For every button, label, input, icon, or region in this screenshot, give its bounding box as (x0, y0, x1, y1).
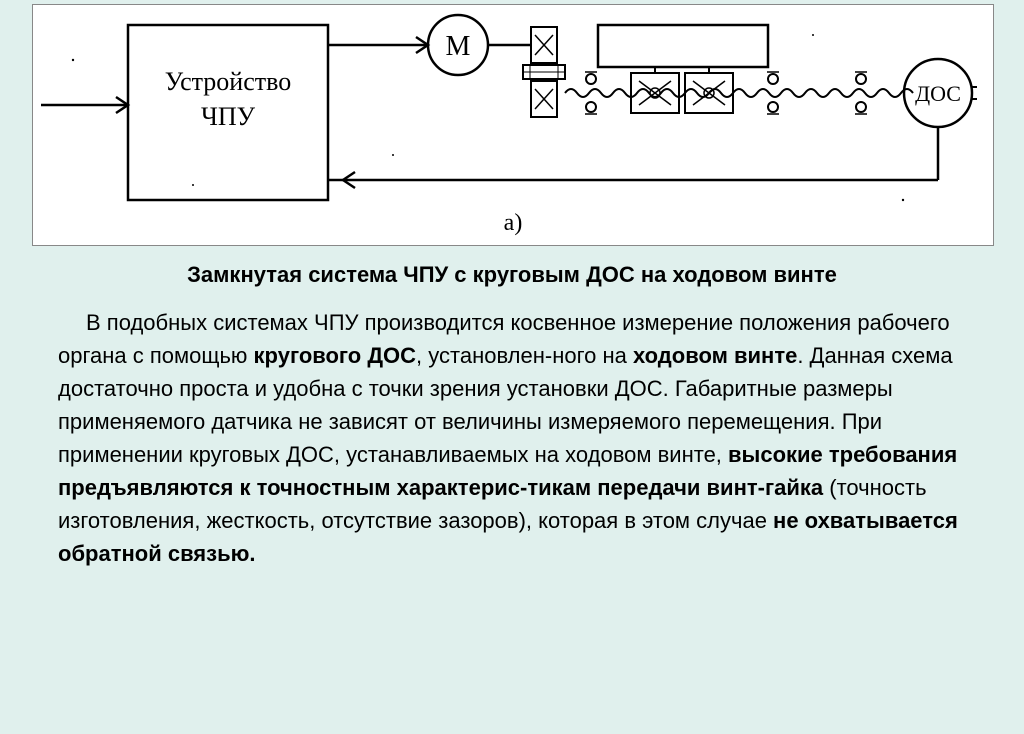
text-run: , установлен-ного на (416, 343, 633, 368)
diagram-sublabel: а) (504, 210, 523, 236)
body-paragraph: В подобных системах ЧПУ производится кос… (58, 306, 970, 570)
text-run: кругового ДОС (254, 343, 416, 368)
diagram-frame: Устройство ЧПУ М (32, 4, 994, 246)
lead-screw (565, 89, 913, 97)
cnc-block-diagram: Устройство ЧПУ М (33, 5, 993, 245)
text-run: ходовом винте (633, 343, 797, 368)
coupling-block (523, 27, 565, 117)
cnc-label-line1: Устройство (165, 67, 291, 96)
cnc-label-line2: ЧПУ (201, 102, 256, 131)
dos-label: ДОС (915, 81, 961, 106)
page-title: Замкнутая система ЧПУ с круговым ДОС на … (0, 262, 1024, 288)
table-assembly (585, 25, 779, 114)
motor-label: М (446, 31, 471, 62)
